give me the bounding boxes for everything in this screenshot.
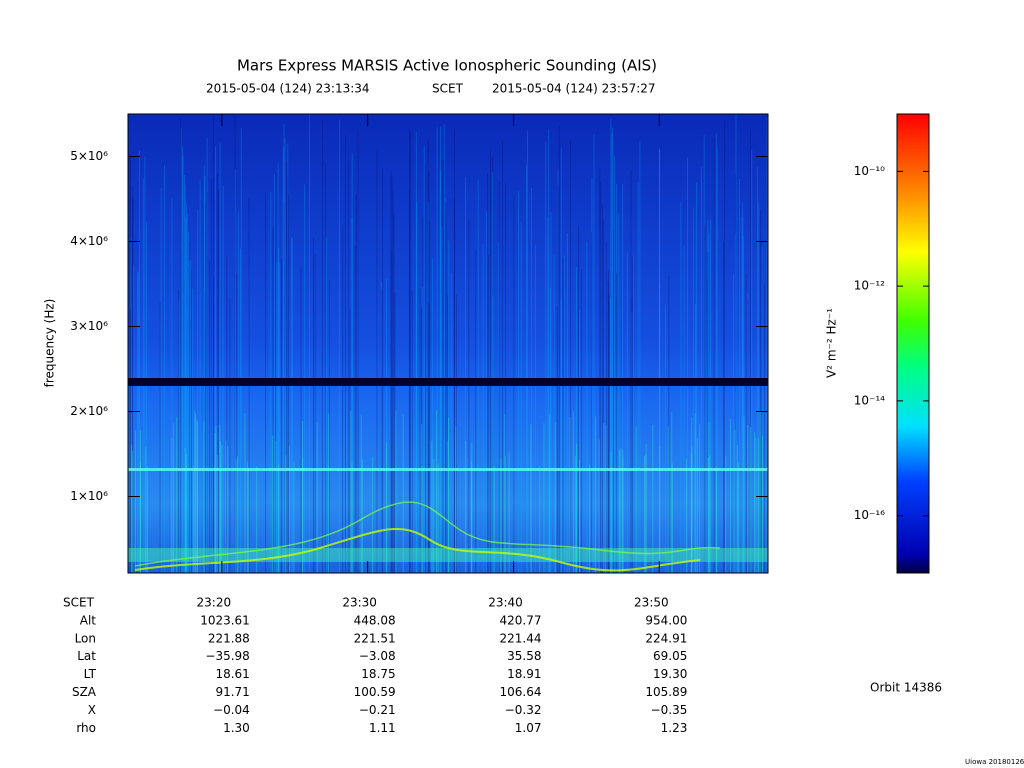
y-tick-label: 5×10⁶: [70, 149, 108, 163]
ephemeris-value: 954.00: [645, 613, 687, 627]
ephemeris-value: −0.35: [651, 703, 688, 717]
y-tick-label: 3×10⁶: [70, 319, 108, 333]
ephemeris-value: 1.30: [223, 721, 250, 735]
ephemeris-value: 100.59: [354, 685, 396, 699]
ephemeris-value: 69.05: [653, 649, 687, 663]
ephemeris-value: 18.61: [215, 667, 249, 681]
time-label: SCET: [432, 82, 464, 96]
spectrogram-background: [128, 114, 768, 573]
ephemeris-value: 1023.61: [200, 613, 250, 627]
ephemeris-value: 106.64: [500, 685, 542, 699]
ephemeris-row-label: LT: [84, 667, 97, 681]
ephemeris-row-label: Lon: [75, 631, 96, 645]
x-tick-label: 23:40: [488, 596, 523, 610]
ephemeris-value: 1.11: [369, 721, 396, 735]
ephemeris-value: −3.08: [359, 649, 396, 663]
x-tick-label: 23:30: [342, 596, 377, 610]
ephemeris-row-label: rho: [76, 721, 96, 735]
orbit-label: Orbit 14386: [870, 681, 942, 695]
ephemeris-row-label: Lat: [77, 649, 96, 663]
colorbar-tick-label: 10⁻¹²: [854, 279, 885, 293]
texture-band: [128, 468, 768, 471]
ephemeris-value: 18.91: [507, 667, 541, 681]
ephemeris-value: 221.88: [208, 631, 250, 645]
ephemeris-value: 420.77: [500, 613, 542, 627]
ephemeris-row-label: SZA: [72, 685, 97, 699]
y-tick-label: 4×10⁶: [70, 234, 108, 248]
ephemeris-header: SCET: [63, 596, 95, 610]
x-tick-label: 23:20: [197, 596, 232, 610]
time-end: 2015-05-04 (124) 23:57:27: [492, 82, 656, 96]
ephemeris-value: 224.91: [645, 631, 687, 645]
ephemeris-value: −35.98: [205, 649, 249, 663]
ephemeris-value: −0.21: [359, 703, 396, 717]
ephemeris-value: −0.32: [505, 703, 542, 717]
ephemeris-value: 448.08: [354, 613, 396, 627]
ephemeris-value: 35.58: [507, 649, 541, 663]
ephemeris-row-label: Alt: [80, 613, 97, 627]
texture-trace: [134, 528, 701, 572]
ephemeris-value: −0.04: [213, 703, 250, 717]
colorbar-tick-label: 10⁻¹⁶: [854, 508, 885, 522]
texture-band: [128, 378, 768, 386]
y-tick-label: 2×10⁶: [70, 404, 108, 418]
time-start: 2015-05-04 (124) 23:13:34: [206, 82, 370, 96]
ephemeris-value: 18.75: [361, 667, 395, 681]
ephemeris-value: 91.71: [215, 685, 249, 699]
colorbar-tick-label: 10⁻¹⁰: [854, 164, 885, 178]
ephemeris-value: 1.23: [661, 721, 688, 735]
colorbar-tick-label: 10⁻¹⁴: [854, 393, 885, 407]
y-axis-label: frequency (Hz): [43, 299, 57, 388]
ephemeris-value: 221.51: [354, 631, 396, 645]
ephemeris-value: 105.89: [645, 685, 687, 699]
ephemeris-value: 19.30: [653, 667, 687, 681]
y-tick-label: 1×10⁶: [70, 489, 108, 503]
plot-frame: [127, 113, 769, 574]
ephemeris-row-label: X: [88, 703, 96, 717]
x-tick-label: 23:50: [634, 596, 669, 610]
spectrogram: [127, 114, 768, 573]
colorbar-label: V² m⁻² Hz⁻¹: [825, 308, 839, 378]
chart-title: Mars Express MARSIS Active Ionospheric S…: [237, 57, 657, 75]
ephemeris-value: 221.44: [500, 631, 542, 645]
colorbar: [896, 113, 930, 574]
ephemeris-value: 1.07: [515, 721, 542, 735]
texture-trace: [134, 501, 721, 567]
footer: Uiowa 20180126: [965, 758, 1024, 766]
